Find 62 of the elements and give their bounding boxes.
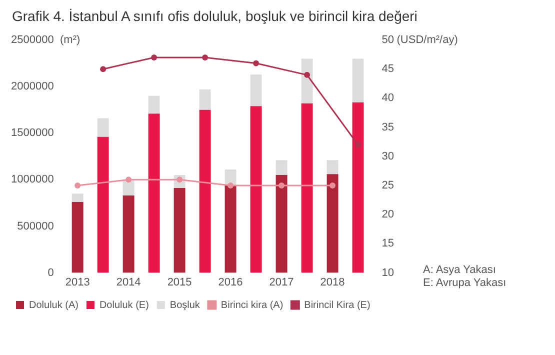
legend-label: Boşluk: [170, 300, 201, 311]
point: [330, 182, 336, 188]
y2-tick-label: 25: [382, 180, 394, 192]
y2-tick-label: 40: [382, 92, 394, 104]
x-tick-label: 2013: [65, 276, 90, 288]
y2-tick-label: 30: [382, 150, 394, 162]
x-tick-label: 2015: [167, 276, 192, 288]
bar: [199, 110, 211, 273]
point: [228, 182, 234, 188]
point: [355, 142, 362, 148]
point: [253, 60, 260, 66]
point: [126, 176, 132, 183]
point: [151, 54, 158, 60]
bar: [224, 185, 236, 273]
bar: [352, 58, 364, 102]
x-tick-label: 2016: [218, 276, 243, 288]
point: [202, 54, 208, 60]
y-tick-label: 1500000: [10, 127, 54, 140]
y2-tick-label: 20: [382, 208, 394, 221]
y-axis-title: (m²): [60, 34, 80, 46]
text: A: Asya Yakası E: Avrupa Yakası: [423, 264, 506, 290]
bar: [174, 188, 186, 273]
legend-label: Doluluk (A): [29, 300, 78, 311]
bar: [148, 114, 160, 273]
point: [100, 66, 106, 72]
y2-tick-label: 15: [382, 238, 394, 250]
bar: [301, 58, 313, 104]
bar: [199, 89, 211, 110]
bar: [250, 74, 262, 106]
bar: [301, 103, 313, 273]
legend-label: Doluluk (E): [99, 300, 149, 311]
y2-tick-label: 10: [382, 266, 394, 279]
y2-tick-label: 35: [382, 121, 394, 134]
y-tick-label: 500000: [17, 220, 54, 232]
x-tick-label: 2014: [116, 276, 141, 288]
bar: [72, 202, 84, 273]
bar: [352, 102, 364, 273]
chart-title: Grafik 4. İstanbul A sınıfı ofis doluluk, boşluk ve birincil kira değeri: [12, 8, 418, 24]
y2-axis-title: (USD/m²/ay): [396, 34, 458, 46]
bar: [122, 196, 134, 273]
bar: [326, 160, 338, 174]
y-tick-label: 1000000: [10, 174, 54, 186]
bar: [148, 96, 160, 114]
bar: [72, 194, 84, 202]
y-tick-label: 2500000: [10, 34, 54, 46]
x-tick-label: 2018: [320, 276, 345, 288]
point: [304, 72, 310, 78]
legend-label: Birinci kira (A): [220, 300, 284, 311]
bar: [276, 175, 288, 273]
bar: [250, 106, 262, 273]
bar: [97, 136, 109, 273]
y2-tick-label: 45: [382, 63, 394, 76]
y-tick-label: 0: [48, 266, 54, 279]
y2-tick-label: 50: [382, 34, 394, 46]
point: [278, 182, 285, 188]
y-tick-label: 2000000: [10, 80, 54, 93]
bar: [97, 118, 109, 137]
x-tick-label: 2017: [269, 276, 294, 288]
bar: [326, 174, 338, 273]
point: [74, 182, 81, 188]
legend-label: Birincil Kira (E): [304, 300, 370, 311]
bar: [276, 160, 288, 176]
